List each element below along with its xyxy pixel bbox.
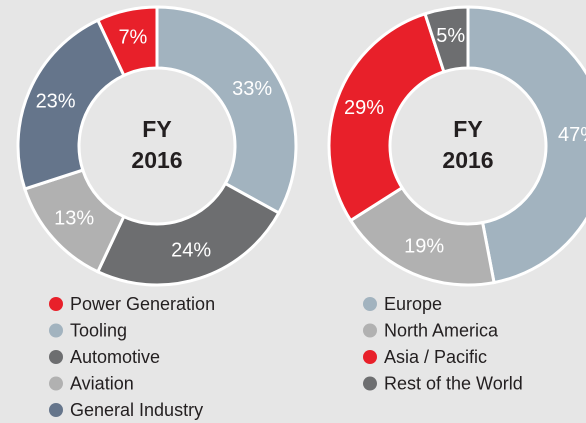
legend-swatch [363,323,377,338]
legend-swatch [363,376,377,391]
legend-label: Tooling [70,320,127,340]
legend-swatch [363,350,377,364]
legend-label: General Industry [70,400,203,420]
legend-swatch [49,376,63,391]
center-label: 2016 [131,147,182,173]
donut-slice [327,11,446,223]
slice-label: 5% [436,25,465,47]
slice-label: 19% [404,236,444,258]
legend-swatch [363,297,377,311]
slice-label: 13% [54,207,94,229]
slice-label: 24% [171,239,211,261]
legend-label: Power Generation [70,294,215,314]
donut-slice [16,18,126,191]
legend-label: Automotive [70,347,160,367]
legend-swatch [49,297,63,311]
center-label: FY [142,116,171,142]
donut-slice [423,5,470,74]
slice-label: 47% [558,124,586,146]
legend-label: Aviation [70,373,134,393]
center-label: FY [453,116,482,142]
slice-label: 7% [118,26,147,48]
legend-swatch [49,323,63,338]
slice-label: 33% [232,78,272,100]
legend-swatch [49,403,63,417]
donut-slice [155,5,298,216]
donut-slice [466,5,586,285]
center-label: 2016 [442,147,493,173]
legend-swatch [49,350,63,364]
legend-label: Asia / Pacific [384,347,487,367]
legend-label: Europe [384,294,442,314]
slice-label: 23% [36,90,76,112]
slice-label: 29% [344,97,384,119]
legend-label: Rest of the World [384,373,523,393]
legend-label: North America [384,320,499,340]
donut-slice [95,181,281,287]
